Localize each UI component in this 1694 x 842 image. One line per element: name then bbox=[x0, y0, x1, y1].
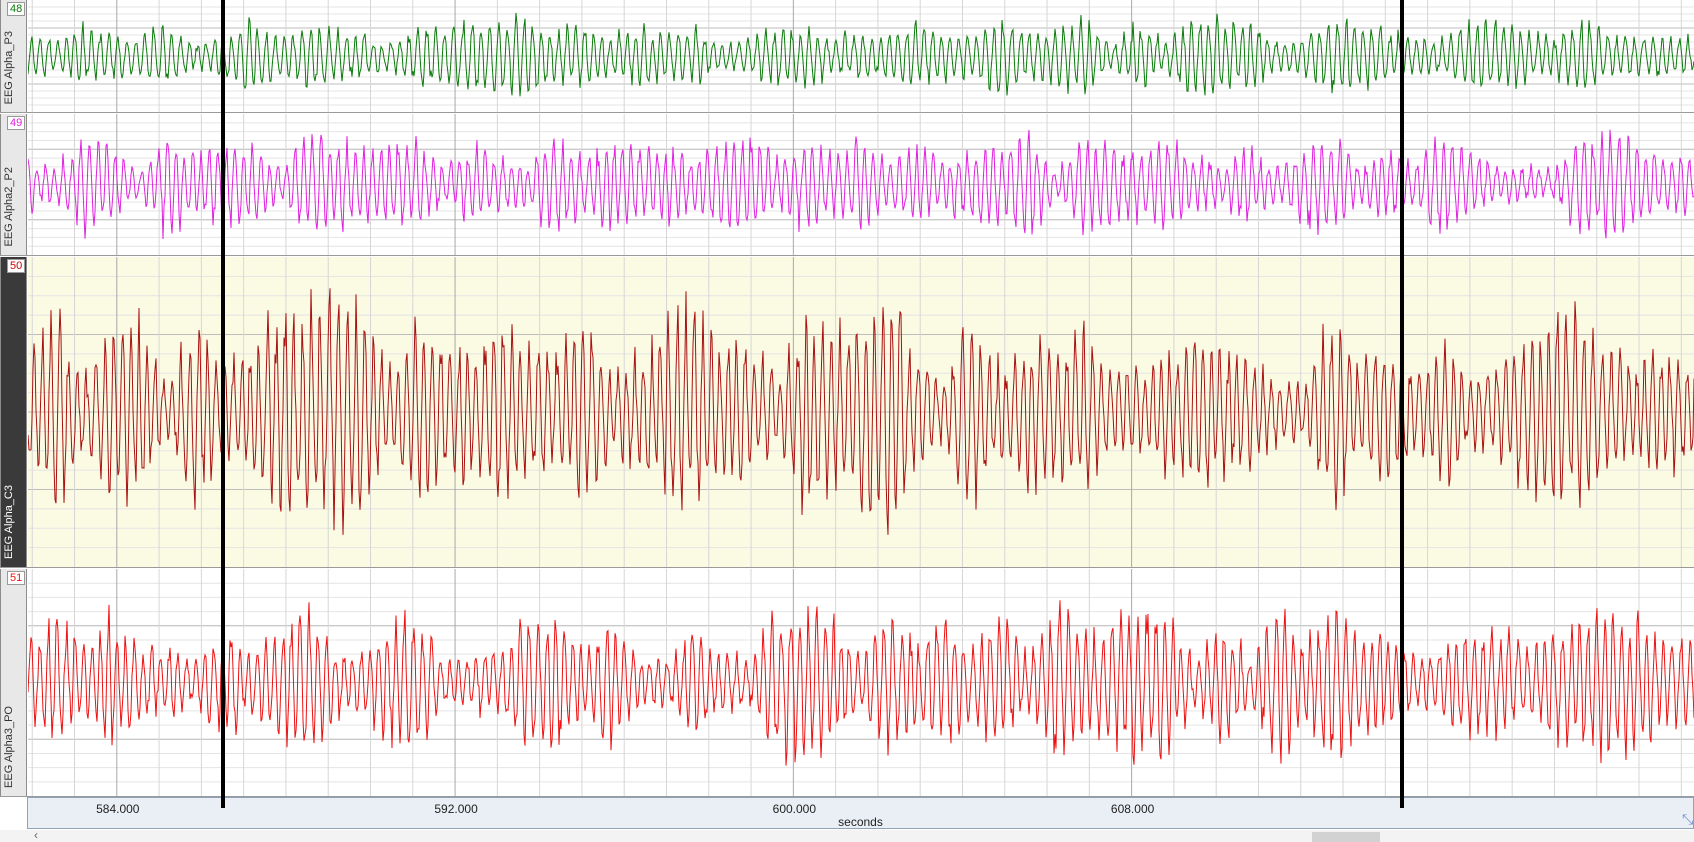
scroll-left-arrow-icon[interactable]: ‹ bbox=[34, 828, 38, 842]
channel-name: EEG Alpha2_P2 bbox=[3, 167, 15, 247]
tick-label: 608.000 bbox=[1110, 802, 1155, 816]
time-axis[interactable]: 584.000 592.000 600.000 608.000 seconds bbox=[27, 797, 1694, 829]
channel-number: 50 bbox=[7, 259, 26, 273]
channel-label-strip[interactable]: 50 EEG Alpha_C3 bbox=[0, 257, 27, 567]
channel-number: 51 bbox=[7, 571, 26, 585]
tick-label: 600.000 bbox=[772, 802, 817, 816]
horizontal-scrollbar[interactable]: ‹ bbox=[0, 828, 1694, 842]
channel-number: 49 bbox=[7, 116, 26, 130]
channel-label-strip[interactable]: 49 EEG Alpha2_P2 bbox=[0, 114, 27, 255]
channel-label-strip[interactable]: 48 EEG Alpha_P3 bbox=[0, 0, 27, 112]
channel-name: EEG Alpha3_PO bbox=[3, 706, 15, 788]
eeg-trace bbox=[28, 129, 1694, 240]
channel-number: 48 bbox=[7, 2, 26, 16]
channel-row[interactable]: 49 EEG Alpha2_P2 bbox=[0, 114, 1694, 256]
tick-label: 584.000 bbox=[96, 802, 140, 816]
channel-row[interactable]: 50 EEG Alpha_C3 bbox=[0, 257, 1694, 568]
tick-label: 592.000 bbox=[434, 802, 478, 816]
time-cursor[interactable] bbox=[1400, 0, 1405, 808]
eeg-trace bbox=[28, 600, 1694, 766]
channel-name: EEG Alpha_C3 bbox=[3, 485, 15, 559]
axis-unit-label: seconds bbox=[838, 815, 883, 829]
trace-area[interactable] bbox=[28, 114, 1694, 255]
channel-name: EEG Alpha_P3 bbox=[3, 30, 15, 104]
trace-area[interactable] bbox=[28, 0, 1694, 112]
trace-area[interactable] bbox=[28, 257, 1694, 567]
trace-area[interactable] bbox=[28, 569, 1694, 796]
eeg-trace bbox=[28, 288, 1694, 535]
eeg-trace bbox=[28, 12, 1694, 97]
scroll-thumb[interactable] bbox=[1312, 832, 1380, 842]
channel-row[interactable]: 51 EEG Alpha3_PO bbox=[0, 569, 1694, 797]
channel-row[interactable]: 48 EEG Alpha_P3 bbox=[0, 0, 1694, 113]
channel-label-strip[interactable]: 51 EEG Alpha3_PO bbox=[0, 569, 27, 796]
time-cursor[interactable] bbox=[220, 0, 225, 808]
resize-corner-icon[interactable]: ⤡ bbox=[1682, 811, 1694, 827]
